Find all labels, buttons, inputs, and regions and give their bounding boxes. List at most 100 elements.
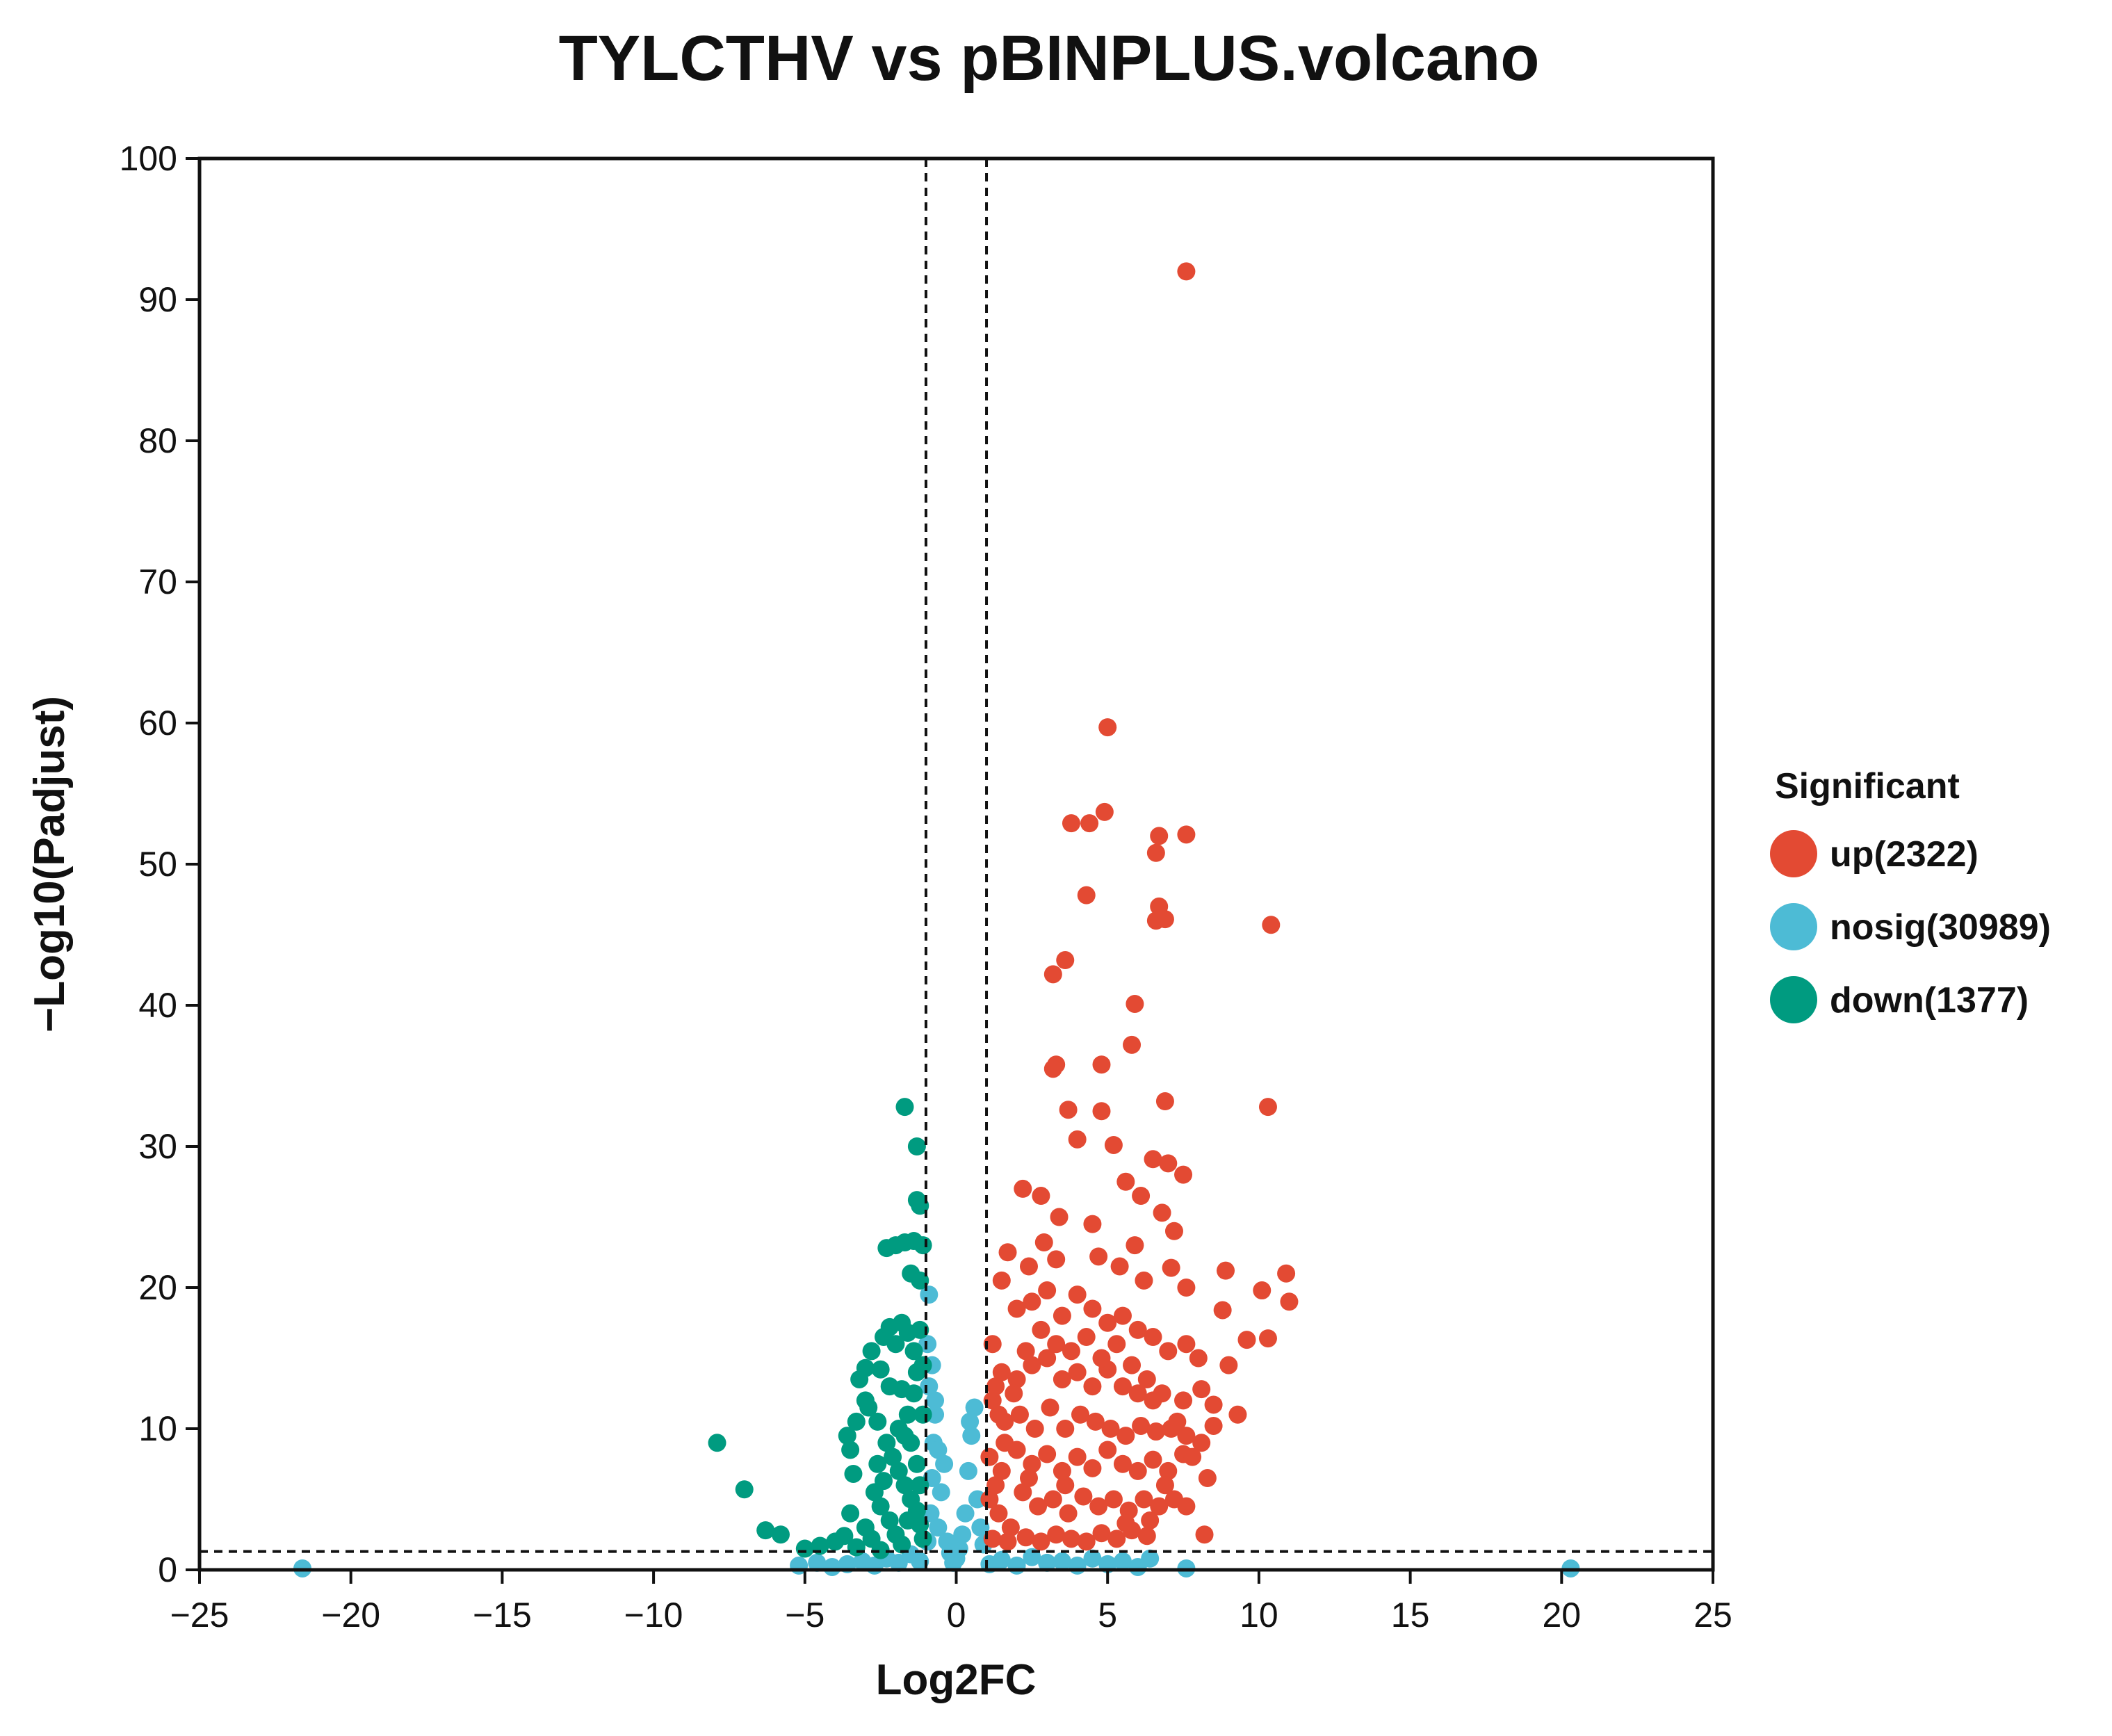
y-axis-label: −Log10(Padjust): [26, 696, 74, 1032]
point-up-38: [1034, 1233, 1053, 1252]
threshold-lines: [200, 159, 1713, 1570]
point-up-34: [1083, 1215, 1102, 1233]
x-tick-label: −20: [321, 1596, 380, 1634]
point-down-28: [862, 1342, 881, 1361]
point-up-87: [1010, 1405, 1029, 1424]
point-up-29: [1116, 1172, 1135, 1191]
point-up-42: [1089, 1247, 1108, 1266]
x-tick-label: 0: [947, 1596, 966, 1634]
point-up-73: [1038, 1349, 1057, 1368]
x-axis: −25 −20 −15 −10 −5 0 5 10 15 20 25: [170, 1570, 1732, 1634]
point-down-39: [884, 1447, 902, 1466]
point-nosig-19: [920, 1377, 939, 1396]
point-nosig-24: [935, 1454, 954, 1473]
point-up-79: [1128, 1384, 1147, 1403]
point-up-145: [1016, 1342, 1035, 1361]
point-up-113: [1159, 1461, 1178, 1480]
point-down-56: [880, 1377, 899, 1396]
point-down-48: [880, 1511, 899, 1530]
point-up-90: [1056, 1420, 1075, 1438]
point-down-19: [841, 1504, 860, 1523]
point-up-123: [1089, 1497, 1108, 1516]
point-up-135: [1062, 1530, 1080, 1548]
x-tick-label: −15: [473, 1596, 532, 1634]
point-down-0: [895, 1098, 914, 1117]
point-down-38: [877, 1434, 896, 1452]
point-nosig-23: [932, 1483, 950, 1502]
point-up-62: [1098, 1313, 1117, 1332]
point-up-148: [1062, 1342, 1080, 1361]
x-tick-label: 20: [1542, 1596, 1581, 1634]
point-down-58: [907, 1454, 926, 1473]
point-down-26: [856, 1358, 875, 1377]
point-down-69: [911, 1476, 929, 1495]
point-up-126: [1135, 1490, 1153, 1509]
point-down-54: [898, 1405, 917, 1424]
point-up-76: [1083, 1377, 1102, 1396]
point-up-0: [1177, 262, 1196, 281]
point-down-27: [871, 1360, 890, 1379]
legend: Significant up(2322) nosig(30989) down(137…: [1770, 766, 2051, 1023]
point-down-47: [871, 1497, 890, 1516]
point-down-37: [868, 1412, 887, 1431]
point-up-41: [1047, 1250, 1066, 1269]
point-down-12: [735, 1480, 754, 1499]
point-up-116: [989, 1504, 1008, 1523]
point-up-83: [1204, 1395, 1223, 1414]
point-up-154: [1153, 1384, 1171, 1403]
point-up-49: [1177, 1279, 1196, 1297]
x-tick-label: 10: [1240, 1596, 1278, 1634]
point-up-100: [1204, 1416, 1223, 1435]
x-tick-label: 25: [1693, 1596, 1732, 1634]
point-up-26: [1144, 1150, 1162, 1169]
point-up-85: [983, 1391, 1002, 1410]
point-up-136: [1077, 1532, 1096, 1551]
legend-swatch-nosig: [1770, 903, 1817, 950]
point-up-52: [1213, 1301, 1232, 1320]
point-down-1: [907, 1137, 926, 1155]
point-up-8: [1077, 886, 1096, 904]
point-up-57: [1023, 1292, 1041, 1311]
point-up-99: [1192, 1434, 1211, 1452]
point-up-158: [1155, 1476, 1174, 1495]
point-up-35: [1153, 1203, 1171, 1222]
point-up-162: [1019, 1469, 1038, 1488]
x-tick-label: −25: [170, 1596, 229, 1634]
point-up-75: [1068, 1363, 1087, 1381]
point-up-60: [1068, 1285, 1087, 1304]
point-up-39: [998, 1243, 1017, 1262]
point-up-92: [1086, 1412, 1105, 1431]
point-up-146: [1032, 1320, 1050, 1339]
point-up-13: [1056, 951, 1075, 970]
point-up-109: [1098, 1441, 1117, 1459]
point-up-88: [1025, 1420, 1044, 1438]
point-up-72: [1023, 1356, 1041, 1374]
point-up-27: [1159, 1154, 1178, 1173]
point-up-152: [1123, 1356, 1142, 1374]
point-up-143: [996, 1434, 1014, 1452]
legend-label-down: down(1377): [1830, 980, 2029, 1021]
point-up-157: [1198, 1469, 1217, 1488]
point-up-127: [1150, 1497, 1169, 1516]
x-tick-label: −10: [624, 1596, 683, 1634]
point-up-32: [1032, 1187, 1050, 1206]
y-tick-label: 90: [138, 280, 177, 319]
point-up-24: [1068, 1130, 1087, 1149]
point-nosig-43: [1053, 1552, 1071, 1571]
point-nosig-29: [950, 1539, 968, 1558]
point-up-59: [1053, 1306, 1071, 1325]
point-up-11: [1155, 910, 1174, 929]
point-up-104: [1023, 1454, 1041, 1473]
point-up-56: [1007, 1299, 1026, 1318]
point-up-164: [986, 1377, 1005, 1396]
point-nosig-42: [1038, 1553, 1057, 1572]
point-up-70: [992, 1363, 1011, 1381]
point-up-155: [1168, 1412, 1187, 1431]
point-nosig-20: [918, 1335, 937, 1354]
point-nosig-6: [822, 1557, 841, 1576]
point-down-34: [904, 1342, 923, 1361]
point-up-16: [1123, 1035, 1142, 1054]
x-tick-label: 15: [1391, 1596, 1430, 1634]
point-up-134: [1047, 1525, 1066, 1544]
